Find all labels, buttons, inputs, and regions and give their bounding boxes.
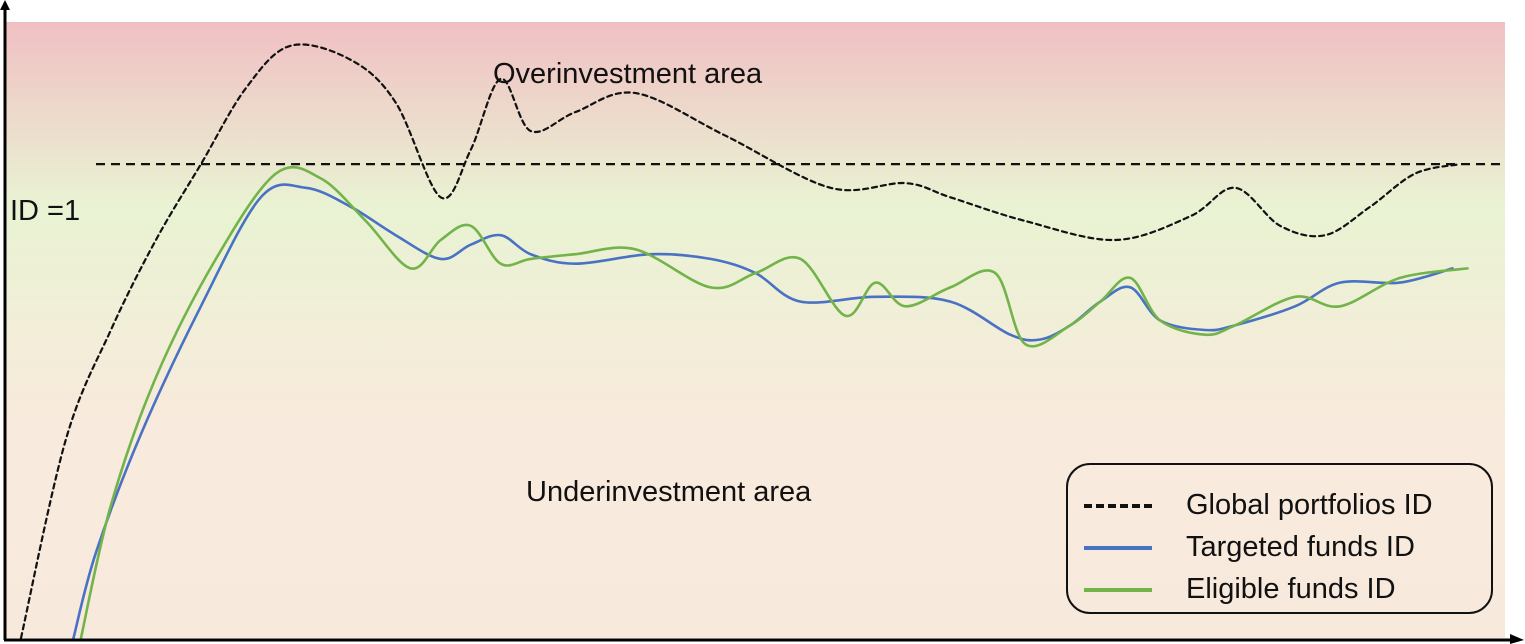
underinvestment-label: Underinvestment area: [526, 476, 812, 508]
reference-line-label: ID =1: [10, 195, 81, 227]
legend-item-eligible: Eligible funds ID: [1068, 569, 1491, 609]
legend-label: Global portfolios ID: [1186, 489, 1433, 521]
overinvestment-label: Overinvestment area: [493, 58, 763, 90]
global-portfolios-line: [19, 43, 1462, 640]
legend-label: Eligible funds ID: [1186, 573, 1396, 605]
x-axis-arrowhead: [1510, 634, 1524, 644]
legend-label: Targeted funds ID: [1186, 531, 1415, 563]
legend-swatch-dashed: [1084, 504, 1152, 508]
legend-swatch-blue: [1084, 546, 1152, 550]
background-zones: [6, 22, 1505, 638]
legend-swatch-green: [1084, 588, 1152, 592]
eligible-funds-line: [79, 165, 1469, 640]
y-axis-arrowhead: [0, 0, 10, 10]
targeted-funds-line: [72, 183, 1454, 640]
legend-item-targeted: Targeted funds ID: [1068, 527, 1491, 567]
legend-item-global: Global portfolios ID: [1068, 485, 1491, 525]
legend: Global portfolios ID Targeted funds ID E…: [1066, 463, 1493, 614]
